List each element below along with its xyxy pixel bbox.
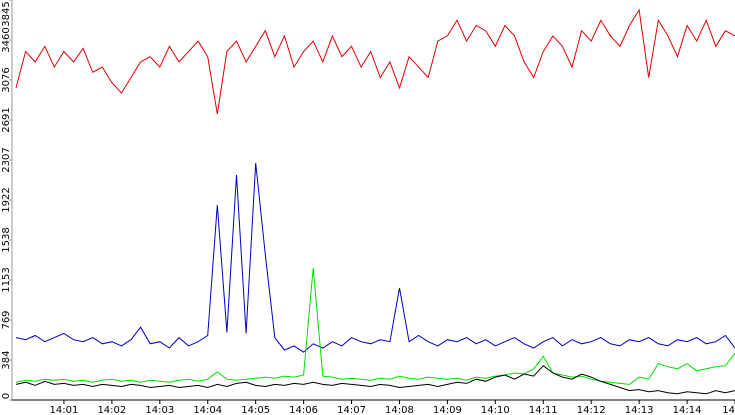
series-line: [15, 8, 735, 114]
x-tick-label: 14:02: [97, 405, 126, 415]
x-tick-label: 14:09: [433, 405, 462, 415]
x-tick-label: 14:06: [289, 405, 318, 415]
x-tick-label: 14:14: [673, 405, 702, 415]
x-tick-label: 14:04: [193, 405, 222, 415]
x-tick-label: 14: [722, 405, 735, 415]
series-line: [15, 365, 735, 395]
y-tick-label: 769: [1, 310, 12, 329]
series-line: [15, 162, 735, 353]
y-tick-label: 1153: [1, 267, 12, 292]
x-tick-label: 14:05: [241, 405, 270, 415]
y-tick-label: 1922: [1, 187, 12, 212]
x-tick-label: 14:11: [529, 405, 558, 415]
y-tick-label: 3845: [1, 1, 12, 26]
y-tick-label: 2307: [1, 147, 12, 172]
x-tick-label: 14:03: [145, 405, 174, 415]
x-tick-label: 14:07: [337, 405, 366, 415]
y-tick-label: 0: [1, 393, 12, 399]
x-tick-label: 14:01: [50, 405, 79, 415]
y-tick-label: 3460: [1, 27, 12, 52]
x-tick-label: 14:13: [625, 405, 654, 415]
y-tick-label: 2691: [1, 107, 12, 132]
x-tick-label: 14:10: [481, 405, 510, 415]
x-tick-label: 14:08: [385, 405, 414, 415]
series-line: [15, 267, 735, 385]
y-tick-label: 384: [1, 351, 12, 370]
y-tick-label: 1538: [1, 227, 12, 252]
x-tick-label: 14:12: [577, 405, 606, 415]
y-tick-label: 3076: [1, 67, 12, 92]
